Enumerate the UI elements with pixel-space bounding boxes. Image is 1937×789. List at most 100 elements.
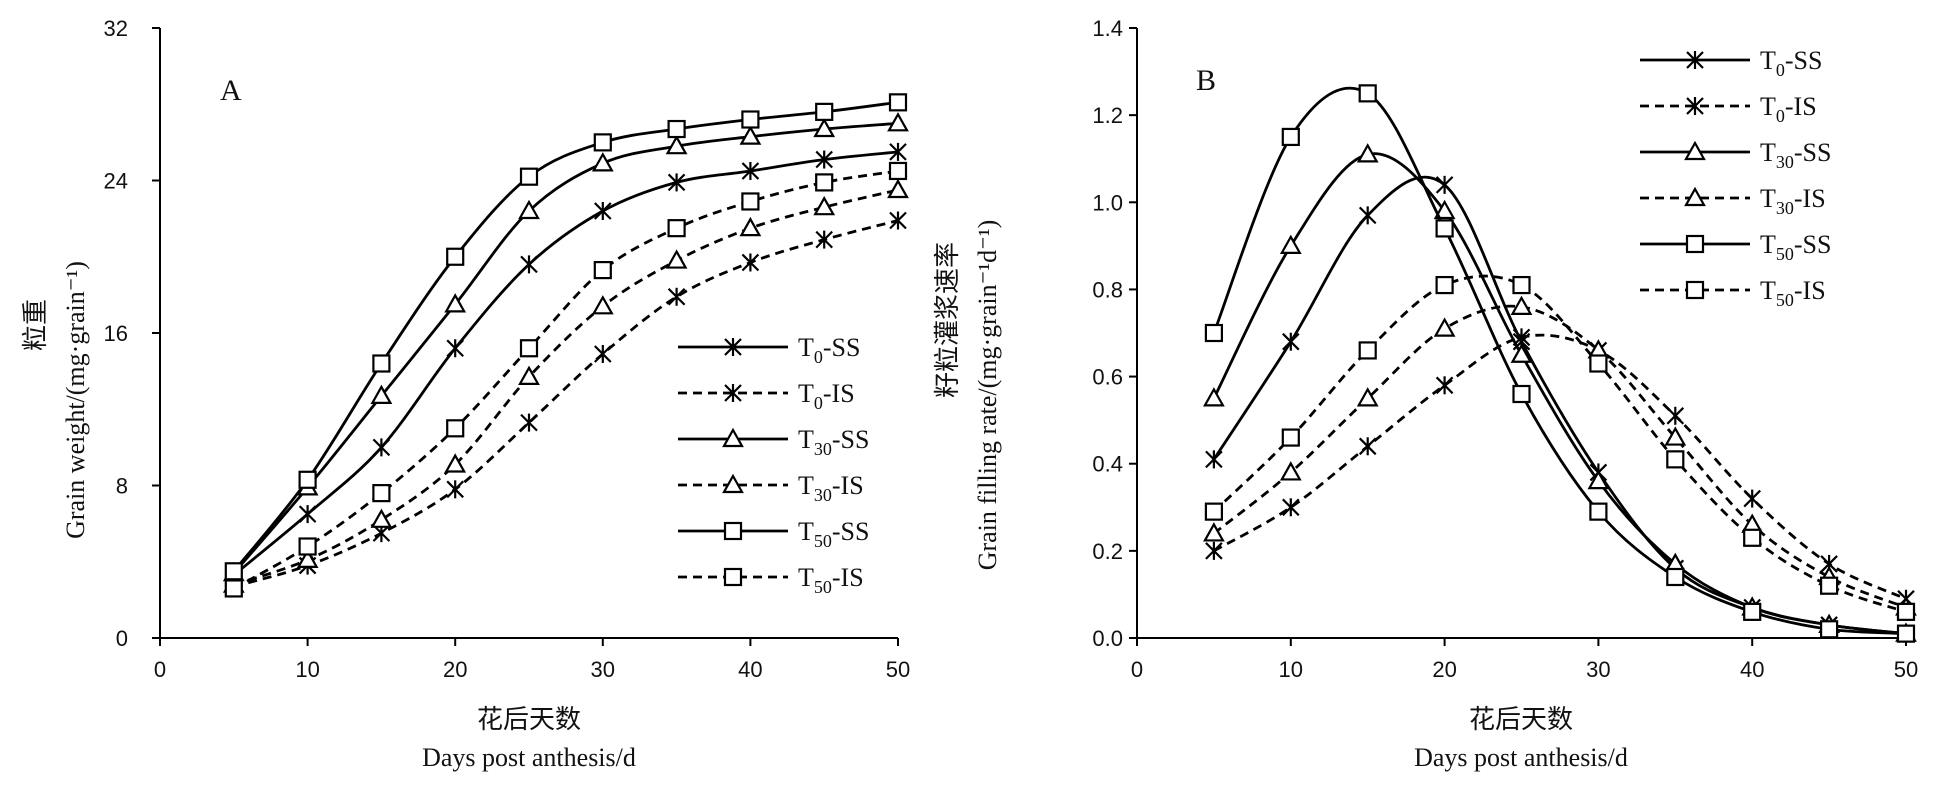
series-line (1212, 274, 1907, 614)
legend-item: T50-IS (1640, 276, 1826, 310)
series-line (1213, 304, 1907, 609)
legend-label: T50-SS (1760, 230, 1831, 264)
series-t30-is (1203, 295, 1917, 616)
y-tick-label: 0.0 (1092, 626, 1123, 651)
legend-item: T30-SS (1640, 138, 1831, 172)
legend: T0-SS T0-IS T30-SS T30-IS T50-SS T50-IS (678, 333, 869, 597)
data-point (1281, 127, 1300, 147)
data-point (1356, 387, 1379, 407)
legend-label: T0-SS (1760, 46, 1822, 80)
y-tick-label: 0.8 (1092, 277, 1123, 302)
legend-marker (723, 521, 743, 541)
data-point (591, 152, 614, 172)
data-point (1358, 206, 1377, 225)
data-point (298, 537, 317, 556)
data-point (1664, 426, 1687, 446)
data-point (815, 102, 834, 121)
data-point (1433, 199, 1456, 220)
y-tick-label: 32 (104, 16, 128, 41)
data-point (593, 260, 612, 280)
data-point (224, 579, 243, 598)
legend-item: T0-SS (1640, 46, 1822, 80)
data-point (1435, 376, 1454, 395)
legend: T0-SS T0-IS T30-SS T30-IS T50-SS T50-IS (1640, 46, 1831, 310)
data-point (1205, 450, 1223, 469)
data-point (741, 110, 760, 129)
data-point (667, 173, 686, 192)
legend-label: T0-SS (798, 333, 860, 367)
data-point (1358, 341, 1377, 360)
legend-marker (722, 473, 744, 494)
data-point (1282, 498, 1300, 517)
data-point (1510, 343, 1533, 363)
legend-item: T50-IS (678, 563, 864, 597)
legend-marker (724, 338, 742, 356)
legend-marker (722, 427, 744, 448)
data-point (1666, 450, 1685, 469)
data-point (1896, 602, 1916, 621)
x-tick-label: 50 (1894, 657, 1918, 682)
panel-label: A (220, 74, 242, 107)
data-point (888, 161, 908, 181)
data-point (889, 211, 907, 230)
panel-b-grain-filling-rate-chart: 0.0 0.2 0.4 0.6 0.8 1.0 1.2 1.4 0 10 20 30 40 50 花后天数 D… (933, 16, 1918, 772)
data-point (519, 167, 539, 186)
y-axis-title: Grain filling rate/(mg·grain⁻¹d⁻¹) (973, 220, 1002, 571)
data-point (591, 295, 614, 315)
data-point (1203, 522, 1225, 542)
data-point (741, 161, 760, 180)
data-point (370, 508, 393, 528)
x-axis-title-cn: 花后天数 (1469, 705, 1573, 735)
legend-item: T0-IS (678, 379, 855, 413)
y-axis-title-cn: 籽粒灌浆速率 (933, 242, 963, 398)
series-line (233, 169, 899, 590)
panel-label: B (1196, 64, 1216, 97)
data-point (1435, 175, 1454, 194)
y-tick-label: 0 (116, 626, 128, 651)
data-point (1819, 620, 1839, 639)
data-point (1282, 332, 1300, 351)
data-point (520, 413, 538, 432)
data-point (815, 230, 833, 249)
legend-label: T0-IS (798, 379, 855, 413)
data-point (298, 470, 317, 489)
data-point (1358, 84, 1377, 103)
data-point (1589, 502, 1608, 521)
legend-label: T50-SS (798, 517, 869, 551)
x-tick-label: 50 (886, 657, 910, 682)
data-point (1204, 502, 1224, 521)
data-point (298, 505, 317, 524)
data-point (594, 344, 612, 363)
x-axis-title-cn: 花后天数 (477, 705, 581, 735)
data-point (741, 253, 760, 272)
legend-marker (1686, 97, 1704, 115)
legend-marker (1685, 234, 1705, 254)
data-point (741, 192, 760, 211)
y-tick-label: 0.6 (1092, 365, 1123, 390)
data-point (446, 480, 464, 499)
y-tick-label: 1.2 (1092, 103, 1123, 128)
data-point (1510, 295, 1533, 315)
y-tick-label: 24 (104, 169, 128, 194)
data-point (1743, 528, 1762, 547)
x-tick-label: 40 (738, 657, 762, 682)
data-point (815, 173, 834, 192)
data-point (1896, 624, 1916, 643)
series-t0-ss (225, 142, 907, 585)
series-t50-ss (224, 93, 908, 581)
series-line (1212, 152, 1907, 635)
data-point (1279, 234, 1302, 254)
legend-marker (1685, 280, 1705, 300)
y-tick-label: 0.4 (1092, 452, 1123, 477)
y-tick-label: 1.4 (1092, 16, 1123, 41)
legend-marker (723, 567, 743, 587)
data-point (1819, 576, 1839, 595)
legend-label: T0-IS (1760, 92, 1817, 126)
legend-marker (1684, 186, 1706, 207)
data-point (372, 438, 391, 457)
data-point (594, 202, 612, 220)
data-point (1279, 461, 1302, 481)
data-point (813, 195, 836, 216)
y-axis-title-cn: 粒重 (21, 299, 51, 351)
